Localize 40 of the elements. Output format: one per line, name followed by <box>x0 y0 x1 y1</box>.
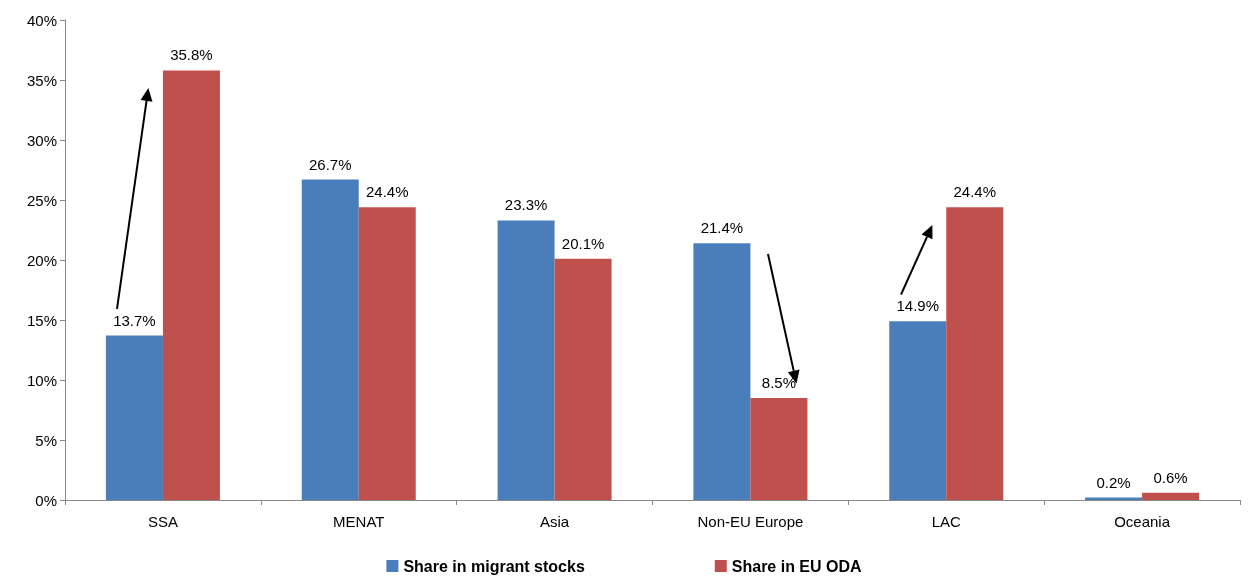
data-label: 24.4% <box>953 183 997 201</box>
bar <box>162 70 220 500</box>
data-label: 0.2% <box>1096 473 1131 491</box>
bar <box>358 207 416 500</box>
bar <box>946 207 1004 500</box>
x-tick-label: SSA <box>147 513 178 530</box>
data-label: 13.7% <box>113 311 156 329</box>
y-tick-label: 30% <box>26 131 57 149</box>
x-tick-label: Non-EU Europe <box>697 513 804 530</box>
bar <box>750 398 808 500</box>
data-label: 0.6% <box>1153 468 1188 486</box>
bar <box>1142 492 1200 500</box>
y-tick-label: 40% <box>26 11 57 29</box>
y-tick-label: 15% <box>26 311 57 329</box>
x-tick-label: Asia <box>539 513 570 530</box>
data-label: 20.1% <box>561 234 605 252</box>
y-tick-label: 25% <box>26 191 57 209</box>
y-tick-label: 10% <box>26 371 57 389</box>
bar <box>301 179 359 500</box>
y-tick-label: 35% <box>26 71 57 89</box>
data-label: 35.8% <box>170 46 213 64</box>
y-tick-label: 0% <box>35 491 57 509</box>
data-label: 26.7% <box>308 155 352 173</box>
data-label: 23.3% <box>504 196 548 214</box>
bar <box>497 220 555 500</box>
data-label: 8.5% <box>761 374 797 391</box>
x-tick-label: Oceania <box>1114 513 1171 530</box>
bar <box>889 321 947 500</box>
legend-label: Share in EU ODA <box>731 557 863 575</box>
data-label: 24.4% <box>365 183 409 201</box>
bar <box>693 243 751 500</box>
data-label: 14.9% <box>896 297 940 315</box>
y-tick-label: 5% <box>35 431 57 449</box>
bar <box>105 335 163 500</box>
data-label: 21.4% <box>700 219 744 237</box>
bar <box>554 258 612 500</box>
y-tick-label: 20% <box>26 251 57 269</box>
x-tick-label: MENAT <box>333 513 385 530</box>
legend-label: Share in migrant stocks <box>403 557 585 575</box>
x-tick-label: LAC <box>931 513 961 530</box>
